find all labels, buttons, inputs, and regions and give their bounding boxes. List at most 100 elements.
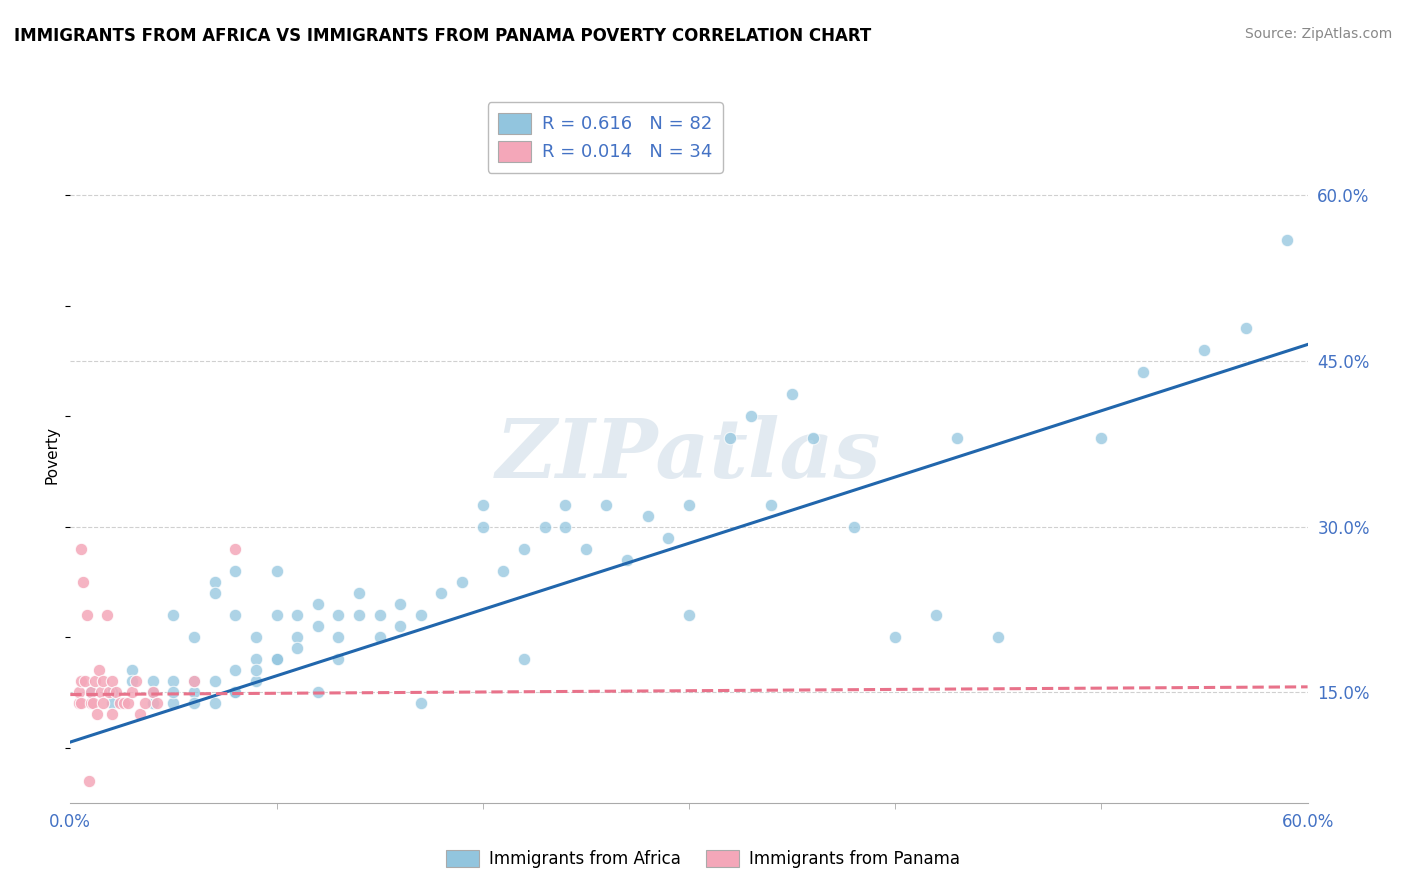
Point — [76, 608, 98, 623]
Point — [637, 508, 659, 523]
Point — [89, 663, 111, 677]
Point — [245, 652, 267, 666]
Point — [77, 773, 100, 788]
Point — [575, 541, 598, 556]
Point — [121, 685, 143, 699]
Y-axis label: Poverty: Poverty — [45, 425, 60, 484]
Point — [328, 608, 350, 623]
Point — [125, 674, 148, 689]
Point — [162, 608, 184, 623]
Point — [801, 431, 824, 445]
Point — [389, 619, 412, 633]
Point — [204, 674, 226, 689]
Point — [430, 586, 453, 600]
Point — [307, 619, 329, 633]
Point — [162, 697, 184, 711]
Point — [224, 541, 246, 556]
Point — [162, 674, 184, 689]
Point — [678, 498, 700, 512]
Point — [946, 431, 969, 445]
Point — [1090, 431, 1112, 445]
Point — [266, 652, 288, 666]
Point — [72, 574, 94, 589]
Point — [80, 685, 103, 699]
Point — [1234, 321, 1257, 335]
Point — [183, 674, 205, 689]
Point — [347, 586, 370, 600]
Point — [121, 663, 143, 677]
Point — [780, 387, 803, 401]
Point — [204, 586, 226, 600]
Point — [266, 564, 288, 578]
Point — [73, 674, 96, 689]
Point — [451, 574, 474, 589]
Point — [409, 697, 432, 711]
Point — [100, 674, 122, 689]
Point — [328, 630, 350, 644]
Point — [112, 697, 135, 711]
Point — [307, 597, 329, 611]
Point — [183, 674, 205, 689]
Point — [718, 431, 741, 445]
Point — [347, 608, 370, 623]
Point — [142, 685, 165, 699]
Point — [142, 685, 165, 699]
Point — [69, 541, 91, 556]
Point — [183, 630, 205, 644]
Point — [368, 630, 391, 644]
Point — [117, 697, 139, 711]
Point — [513, 652, 536, 666]
Point — [146, 697, 169, 711]
Point — [285, 641, 308, 656]
Point — [842, 519, 865, 533]
Point — [266, 608, 288, 623]
Point — [100, 707, 122, 722]
Point — [204, 574, 226, 589]
Point — [245, 630, 267, 644]
Point — [471, 498, 494, 512]
Legend: Immigrants from Africa, Immigrants from Panama: Immigrants from Africa, Immigrants from … — [439, 843, 967, 875]
Point — [409, 608, 432, 623]
Point — [142, 674, 165, 689]
Point — [285, 630, 308, 644]
Point — [80, 685, 103, 699]
Point — [925, 608, 948, 623]
Point — [183, 697, 205, 711]
Legend: R = 0.616   N = 82, R = 0.014   N = 34: R = 0.616 N = 82, R = 0.014 N = 34 — [488, 103, 723, 173]
Point — [595, 498, 617, 512]
Text: Source: ZipAtlas.com: Source: ZipAtlas.com — [1244, 27, 1392, 41]
Point — [100, 685, 122, 699]
Point — [98, 685, 121, 699]
Point — [740, 409, 762, 424]
Point — [678, 608, 700, 623]
Point — [67, 697, 90, 711]
Point — [884, 630, 907, 644]
Point — [204, 697, 226, 711]
Point — [761, 498, 783, 512]
Point — [513, 541, 536, 556]
Point — [224, 685, 246, 699]
Point — [183, 685, 205, 699]
Point — [224, 564, 246, 578]
Text: ZIPatlas: ZIPatlas — [496, 415, 882, 495]
Point — [1194, 343, 1216, 357]
Point — [616, 553, 638, 567]
Point — [245, 674, 267, 689]
Point — [987, 630, 1010, 644]
Point — [91, 674, 114, 689]
Point — [67, 685, 90, 699]
Point — [86, 707, 108, 722]
Point — [108, 697, 131, 711]
Point — [285, 608, 308, 623]
Point — [533, 519, 555, 533]
Point — [245, 663, 267, 677]
Point — [91, 697, 114, 711]
Point — [554, 519, 576, 533]
Point — [307, 685, 329, 699]
Point — [100, 697, 122, 711]
Point — [224, 608, 246, 623]
Point — [104, 685, 127, 699]
Point — [389, 597, 412, 611]
Point — [1132, 365, 1154, 379]
Point — [80, 697, 103, 711]
